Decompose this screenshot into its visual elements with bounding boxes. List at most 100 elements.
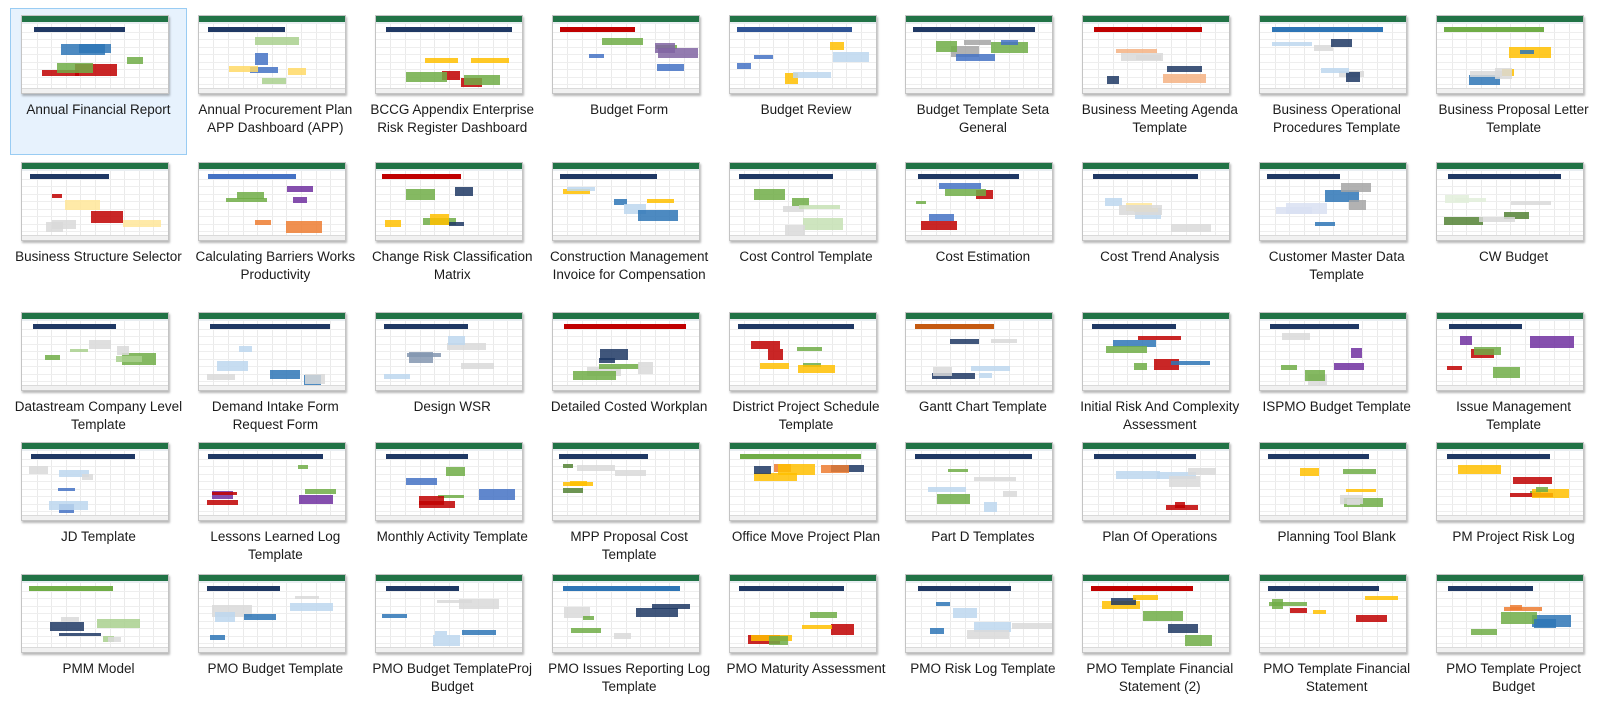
- file-name: Budget Review: [760, 102, 852, 117]
- file-tile[interactable]: BCCG Appendix Enterprise Risk Register D…: [364, 8, 541, 155]
- file-tile[interactable]: District Project Schedule Template: [718, 305, 895, 435]
- excel-ribbon-icon: [375, 163, 522, 171]
- file-name: Part D Templates: [931, 529, 1035, 544]
- file-name: ISPMO Budget Template: [1262, 399, 1411, 414]
- file-tile[interactable]: Design WSR: [364, 305, 541, 435]
- spreadsheet-thumbnail: [197, 312, 346, 391]
- file-name: Cost Estimation: [935, 249, 1031, 264]
- spreadsheet-thumbnail: [1259, 574, 1408, 653]
- file-name: Budget Form: [590, 102, 669, 117]
- file-name: Detailed Costed Workplan: [550, 399, 708, 414]
- excel-ribbon-icon: [906, 16, 1053, 24]
- excel-ribbon-icon: [1437, 443, 1584, 451]
- excel-ribbon-icon: [375, 16, 522, 24]
- spreadsheet-thumbnail: [21, 162, 169, 241]
- file-tile[interactable]: Customer Master Data Template: [1248, 155, 1425, 305]
- file-tile[interactable]: Annual Procurement Plan APP Dashboard (A…: [187, 8, 364, 155]
- file-tile[interactable]: PMO Budget Template: [187, 567, 364, 688]
- excel-ribbon-icon: [729, 163, 876, 171]
- excel-ribbon-icon: [1083, 313, 1230, 321]
- file-name: Lessons Learned Log Template: [210, 529, 341, 562]
- file-tile[interactable]: Lessons Learned Log Template: [187, 435, 364, 567]
- file-tile[interactable]: Business Meeting Agenda Template: [1071, 8, 1248, 155]
- file-tile[interactable]: Cost Control Template: [718, 155, 895, 305]
- file-name: Annual Procurement Plan APP Dashboard (A…: [198, 102, 353, 135]
- spreadsheet-thumbnail: [1436, 162, 1585, 241]
- excel-ribbon-icon: [1437, 575, 1584, 583]
- file-tile[interactable]: Office Move Project Plan: [718, 435, 895, 567]
- excel-ribbon-icon: [1437, 313, 1584, 321]
- spreadsheet-thumbnail: [728, 442, 877, 521]
- excel-ribbon-icon: [906, 313, 1053, 321]
- excel-ribbon-icon: [552, 575, 699, 583]
- file-tile[interactable]: PMM Model: [10, 567, 187, 688]
- file-tile[interactable]: Plan Of Operations: [1071, 435, 1248, 567]
- file-tile[interactable]: CW Budget: [1425, 155, 1600, 305]
- file-tile[interactable]: PMO Risk Log Template: [894, 567, 1071, 688]
- file-tile[interactable]: Construction Management Invoice for Comp…: [541, 155, 718, 305]
- file-name: Datastream Company Level Template: [14, 399, 183, 432]
- file-tile[interactable]: Budget Template Seta General: [894, 8, 1071, 155]
- spreadsheet-thumbnail: [728, 574, 877, 653]
- file-tile[interactable]: PMO Template Financial Statement (2): [1071, 567, 1248, 694]
- excel-ribbon-icon: [1083, 575, 1230, 583]
- spreadsheet-thumbnail: [374, 15, 523, 94]
- file-tile[interactable]: PMO Issues Reporting Log Template: [541, 567, 718, 694]
- file-name: PMO Issues Reporting Log Template: [548, 661, 711, 694]
- spreadsheet-thumbnail: [1436, 442, 1585, 521]
- file-tile[interactable]: Monthly Activity Template: [364, 435, 541, 567]
- spreadsheet-thumbnail: [551, 312, 700, 391]
- file-tile[interactable]: Calculating Barriers Works Productivity: [187, 155, 364, 305]
- excel-ribbon-icon: [729, 313, 876, 321]
- excel-ribbon-icon: [375, 443, 522, 451]
- file-tile[interactable]: Cost Estimation: [894, 155, 1071, 305]
- file-tile[interactable]: ISPMO Budget Template: [1248, 305, 1425, 435]
- file-tile[interactable]: PMO Budget TemplateProj Budget: [364, 567, 541, 694]
- file-name: PMO Budget Template: [207, 661, 344, 676]
- file-tile[interactable]: Business Structure Selector: [10, 155, 187, 305]
- spreadsheet-thumbnail: [374, 162, 523, 241]
- file-name: PMO Budget TemplateProj Budget: [372, 661, 533, 694]
- file-tile[interactable]: Datastream Company Level Template: [10, 305, 187, 435]
- file-name: Business Operational Procedures Template: [1272, 102, 1401, 135]
- file-tile[interactable]: Detailed Costed Workplan: [541, 305, 718, 435]
- spreadsheet-thumbnail: [197, 574, 346, 653]
- spreadsheet-thumbnail: [1082, 15, 1231, 94]
- file-tile[interactable]: Initial Risk And Complexity Assessment: [1071, 305, 1248, 435]
- file-tile[interactable]: Cost Trend Analysis: [1071, 155, 1248, 305]
- file-tile[interactable]: PMO Template Project Budget: [1425, 567, 1600, 694]
- excel-ribbon-icon: [375, 313, 522, 321]
- spreadsheet-thumbnail: [551, 442, 700, 521]
- file-tile[interactable]: PM Project Risk Log: [1425, 435, 1600, 567]
- spreadsheet-thumbnail: [728, 162, 877, 241]
- file-name: Demand Intake Form Request Form: [211, 399, 339, 432]
- file-tile[interactable]: Annual Financial Report: [10, 8, 187, 155]
- file-tile[interactable]: PMO Maturity Assessment: [718, 567, 895, 688]
- file-tile[interactable]: Planning Tool Blank: [1248, 435, 1425, 567]
- file-tile[interactable]: Budget Form: [541, 8, 718, 155]
- spreadsheet-thumbnail: [1082, 442, 1231, 521]
- file-tile[interactable]: Issue Management Template: [1425, 305, 1600, 435]
- spreadsheet-thumbnail: [905, 15, 1054, 94]
- file-tile[interactable]: Change Risk Classification Matrix: [364, 155, 541, 305]
- file-tile[interactable]: PMO Template Financial Statement: [1248, 567, 1425, 694]
- file-name: Issue Management Template: [1456, 399, 1571, 432]
- file-tile[interactable]: Demand Intake Form Request Form: [187, 305, 364, 435]
- file-tile[interactable]: Business Operational Procedures Template: [1248, 8, 1425, 155]
- file-tile[interactable]: JD Template: [10, 435, 187, 567]
- file-tile[interactable]: Gantt Chart Template: [894, 305, 1071, 435]
- file-name: PMM Model: [62, 661, 135, 676]
- file-tile[interactable]: Business Proposal Letter Template: [1425, 8, 1600, 155]
- file-tile[interactable]: Part D Templates: [894, 435, 1071, 567]
- spreadsheet-thumbnail: [21, 312, 169, 391]
- spreadsheet-thumbnail: [1259, 162, 1408, 241]
- file-tile[interactable]: MPP Proposal Cost Template: [541, 435, 718, 567]
- excel-ribbon-icon: [729, 443, 876, 451]
- excel-ribbon-icon: [22, 313, 168, 321]
- file-name: CW Budget: [1479, 249, 1549, 264]
- file-grid: Annual Financial Report Annual Procuremen…: [10, 8, 1600, 694]
- file-tile[interactable]: Budget Review: [718, 8, 895, 155]
- excel-ribbon-icon: [198, 575, 345, 583]
- file-name: Design WSR: [413, 399, 491, 414]
- file-name: MPP Proposal Cost Template: [570, 529, 688, 562]
